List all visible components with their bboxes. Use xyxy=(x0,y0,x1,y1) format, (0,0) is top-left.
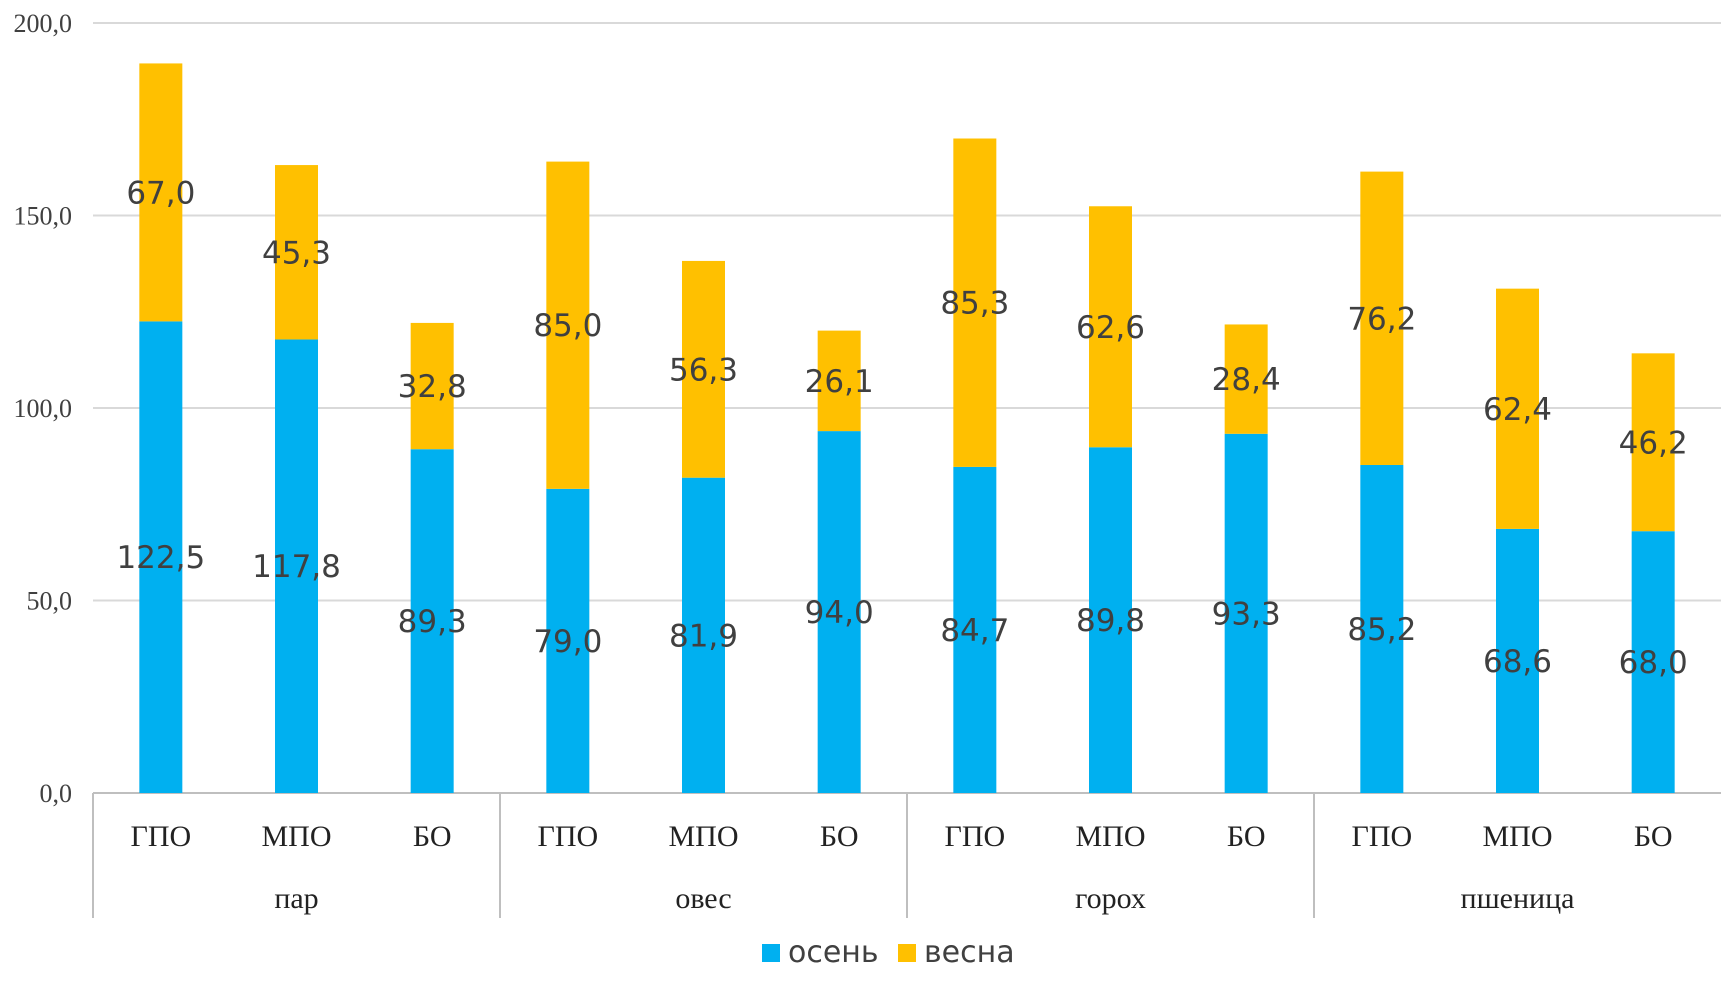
legend-swatch xyxy=(762,944,780,962)
legend-swatch xyxy=(898,944,916,962)
x-tick-label: МПО xyxy=(261,820,331,853)
x-tick-label: БО xyxy=(1634,820,1673,853)
bar-vesna xyxy=(953,138,997,467)
bar-vesna xyxy=(546,161,590,489)
data-label-osen: 85,2 xyxy=(1347,612,1416,648)
bar-osen xyxy=(1360,464,1404,793)
axes: 0,0 50,0 100,0 150,0 200,0 ГПО МПО БО пар ГПО МПО Б… xyxy=(14,9,1673,918)
bar-vesna xyxy=(1496,288,1539,529)
data-label-vesna: 26,1 xyxy=(805,364,874,400)
y-tick-label: 150,0 xyxy=(14,202,73,231)
bar-osen xyxy=(410,449,454,793)
data-label-vesna: 76,2 xyxy=(1347,301,1416,337)
x-tick-label: МПО xyxy=(1075,820,1145,853)
bar-osen xyxy=(953,466,997,793)
data-label-vesna: 46,2 xyxy=(1619,425,1688,461)
data-label-osen: 89,3 xyxy=(398,604,467,640)
bar-osen xyxy=(682,477,725,793)
data-label-vesna: 85,3 xyxy=(940,286,1009,322)
bar-vesna xyxy=(1631,353,1675,532)
x-tick-label: ГПО xyxy=(537,820,598,853)
data-label-osen: 117,8 xyxy=(252,549,341,585)
group-label: овес xyxy=(675,882,731,915)
data-label-vesna: 62,4 xyxy=(1483,392,1552,428)
bar-vesna xyxy=(139,63,183,322)
data-labels: 122,5 67,0 117,8 45,3 89,3 32,8 79,0 85,0 81,9 56… xyxy=(116,175,1687,681)
group-label: горох xyxy=(1075,882,1146,915)
data-label-vesna: 85,0 xyxy=(533,308,602,344)
bar-osen xyxy=(139,321,183,793)
x-tick-label: БО xyxy=(413,820,452,853)
bar-vesna xyxy=(817,330,861,432)
bar-osen xyxy=(1089,447,1132,793)
x-tick-label: БО xyxy=(1227,820,1266,853)
x-tick-label: ГПО xyxy=(130,820,191,853)
group-label: пар xyxy=(274,882,318,915)
x-tick-label: МПО xyxy=(668,820,738,853)
data-label-vesna: 28,4 xyxy=(1212,362,1281,398)
bar-osen xyxy=(546,488,590,793)
y-tick-label: 50,0 xyxy=(27,587,73,616)
bar-vesna xyxy=(1089,206,1132,448)
y-tick-label: 0,0 xyxy=(40,779,73,808)
data-label-osen: 122,5 xyxy=(116,540,205,576)
data-label-osen: 68,0 xyxy=(1619,645,1688,681)
data-label-vesna: 32,8 xyxy=(398,369,467,405)
bar-osen xyxy=(275,339,318,793)
legend-label: осень xyxy=(788,935,879,970)
data-label-osen: 68,6 xyxy=(1483,644,1552,680)
bar-osen xyxy=(1224,433,1268,793)
data-label-vesna: 45,3 xyxy=(262,235,331,271)
data-label-osen: 84,7 xyxy=(940,613,1009,649)
bar-osen xyxy=(1631,531,1675,793)
data-label-osen: 81,9 xyxy=(669,618,738,654)
data-label-vesna: 56,3 xyxy=(669,352,738,388)
data-label-osen: 94,0 xyxy=(805,595,874,631)
y-tick-label: 200,0 xyxy=(14,9,73,38)
y-tick-label: 100,0 xyxy=(14,394,73,423)
x-tick-label: МПО xyxy=(1482,820,1552,853)
bar-vesna xyxy=(1224,324,1268,434)
bar-osen xyxy=(817,431,861,793)
bar-osen xyxy=(1496,528,1539,793)
group-label: пшеница xyxy=(1461,882,1575,915)
bar-vesna xyxy=(682,260,725,478)
data-label-vesna: 67,0 xyxy=(126,175,195,211)
bar-vesna xyxy=(410,322,454,450)
bar-vesna xyxy=(1360,171,1404,465)
data-label-vesna: 62,6 xyxy=(1076,310,1145,346)
data-label-osen: 93,3 xyxy=(1212,596,1281,632)
x-tick-label: ГПО xyxy=(944,820,1005,853)
gridlines xyxy=(93,22,1721,794)
x-tick-label: БО xyxy=(820,820,859,853)
legend: осень весна xyxy=(762,935,1015,970)
x-tick-label: ГПО xyxy=(1351,820,1412,853)
bars xyxy=(139,63,1675,793)
bar-vesna xyxy=(275,165,318,340)
data-label-osen: 79,0 xyxy=(533,624,602,660)
legend-label: весна xyxy=(924,935,1015,970)
data-label-osen: 89,8 xyxy=(1076,603,1145,639)
